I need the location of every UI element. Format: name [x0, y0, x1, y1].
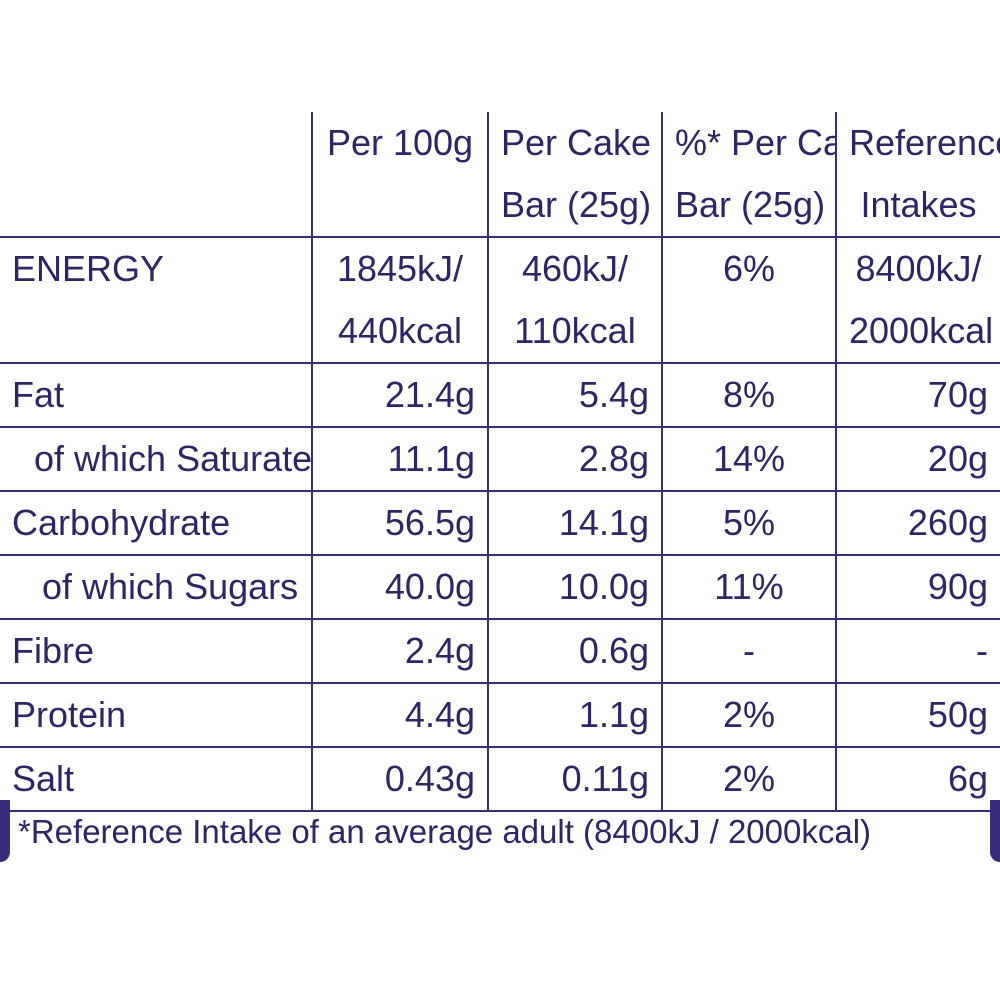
per-bar-value: 5.4g [487, 362, 663, 428]
per-100g-value: 11.1g [311, 426, 489, 492]
footnote: *Reference Intake of an average adult (8… [18, 813, 872, 850]
table-row-salt: Salt 0.43g 0.11g 2% 6g [0, 746, 1000, 812]
row-label: Salt [0, 746, 313, 812]
pct-value: - [661, 618, 837, 684]
per-bar-value: 10.0g [487, 554, 663, 620]
energy-row: ENERGY 1845kJ/ 440kcal 460kJ/ 110kcal 6%… [0, 236, 1000, 364]
per-100g-value: 56.5g [311, 490, 489, 556]
table-row-sugars: of which Sugars 40.0g 10.0g 11% 90g [0, 554, 1000, 620]
ri-value: 90g [835, 554, 1000, 620]
energy-label: ENERGY [0, 236, 313, 364]
per-bar-value: 1.1g [487, 682, 663, 748]
nutrition-table: Per 100g Per Cake Bar (25g) %* Per Cake … [0, 112, 1000, 812]
row-label: Protein [0, 682, 313, 748]
row-label: Carbohydrate [0, 490, 313, 556]
header-per-cake-bar: Per Cake Bar (25g) [487, 112, 663, 238]
panel-corner-left [0, 800, 10, 862]
ri-value: 20g [835, 426, 1000, 492]
table-row-carbohydrate: Carbohydrate 56.5g 14.1g 5% 260g [0, 490, 1000, 556]
header-reference-intakes: Reference Intakes [835, 112, 1000, 238]
pct-value: 2% [661, 746, 837, 812]
table-row-fibre: Fibre 2.4g 0.6g - - [0, 618, 1000, 684]
row-label: Fat [0, 362, 313, 428]
ri-value: - [835, 618, 1000, 684]
pct-value: 2% [661, 682, 837, 748]
row-label: Fibre [0, 618, 313, 684]
row-label: of which Sugars [0, 554, 313, 620]
per-100g-value: 0.43g [311, 746, 489, 812]
per-bar-value: 14.1g [487, 490, 663, 556]
panel-corner-right [990, 800, 1000, 862]
pct-value: 14% [661, 426, 837, 492]
ri-value: 6g [835, 746, 1000, 812]
ri-value: 260g [835, 490, 1000, 556]
energy-ri: 8400kJ/ 2000kcal [835, 236, 1000, 364]
energy-pct: 6% [661, 236, 837, 364]
table-row-saturates: of which Saturates 11.1g 2.8g 14% 20g [0, 426, 1000, 492]
table-row-protein: Protein 4.4g 1.1g 2% 50g [0, 682, 1000, 748]
energy-per-bar: 460kJ/ 110kcal [487, 236, 663, 364]
per-100g-value: 4.4g [311, 682, 489, 748]
per-bar-value: 2.8g [487, 426, 663, 492]
ri-value: 70g [835, 362, 1000, 428]
header-per-100g: Per 100g [311, 112, 489, 238]
table-row-fat: Fat 21.4g 5.4g 8% 70g [0, 362, 1000, 428]
per-bar-value: 0.6g [487, 618, 663, 684]
per-bar-value: 0.11g [487, 746, 663, 812]
pct-value: 8% [661, 362, 837, 428]
row-label: of which Saturates [0, 426, 313, 492]
ri-value: 50g [835, 682, 1000, 748]
header-pct-per-cake-bar: %* Per Cake Bar (25g) [661, 112, 837, 238]
pct-value: 11% [661, 554, 837, 620]
per-100g-value: 40.0g [311, 554, 489, 620]
header-empty [0, 112, 313, 238]
energy-per-100g: 1845kJ/ 440kcal [311, 236, 489, 364]
header-row: Per 100g Per Cake Bar (25g) %* Per Cake … [0, 112, 1000, 238]
per-100g-value: 2.4g [311, 618, 489, 684]
per-100g-value: 21.4g [311, 362, 489, 428]
pct-value: 5% [661, 490, 837, 556]
